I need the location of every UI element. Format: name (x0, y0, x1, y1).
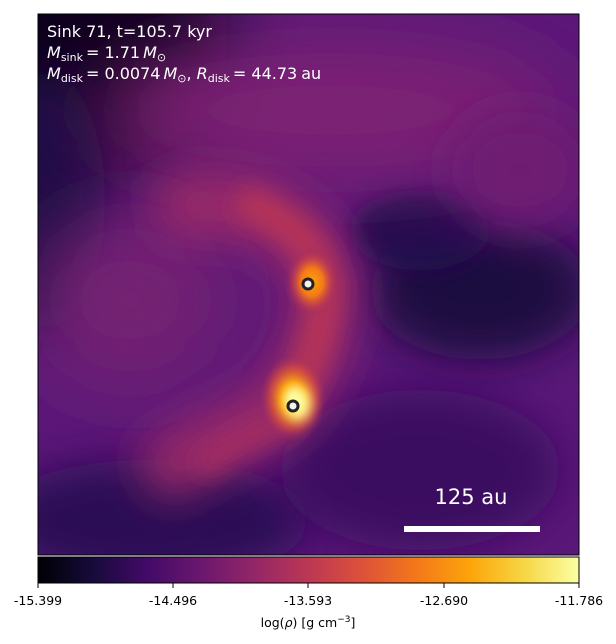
colorbar-ticks (37, 583, 580, 588)
scale-bar-label: 125 au (435, 485, 508, 509)
sink-marker (301, 277, 315, 291)
sink-marker (286, 399, 300, 413)
colorbar-tick-label: -14.496 (149, 593, 197, 608)
colorbar-label: log(ρ) [g cm−3] (261, 615, 356, 630)
colorbar-tick-label: -15.399 (14, 593, 62, 608)
scale-bar (404, 526, 540, 532)
colorbar-tick-label: -13.593 (284, 593, 332, 608)
panel-title: Sink 71, t=105.7 kyr (47, 22, 212, 41)
colorbar (37, 556, 580, 584)
panel-frame (37, 13, 580, 556)
colorbar-tick-label: -11.786 (555, 593, 603, 608)
sink-mass-label: Msink = 1.71 M⊙ (47, 43, 166, 64)
density-map (38, 14, 579, 555)
disk-stats-label: Mdisk = 0.0074 M⊙, Rdisk = 44.73 au (47, 64, 321, 85)
colorbar-tick-label: -12.690 (420, 593, 468, 608)
